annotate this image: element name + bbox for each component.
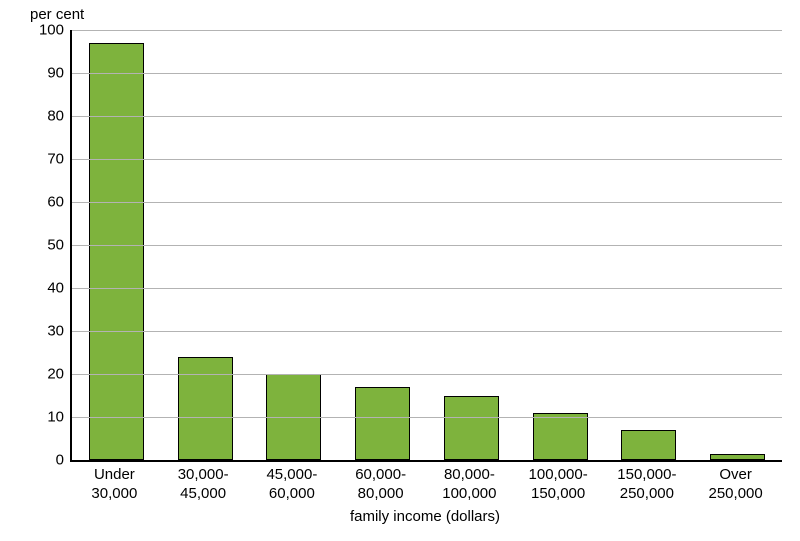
y-tick-label: 0 [4, 452, 64, 469]
y-tick-label: 40 [4, 280, 64, 297]
x-tick-label: Under 30,000 [70, 466, 159, 504]
y-tick-label: 30 [4, 323, 64, 340]
y-tick-label: 60 [4, 194, 64, 211]
x-tick-label: 30,000- 45,000 [159, 466, 248, 504]
x-tick-label: Over 250,000 [691, 466, 780, 504]
bar [621, 430, 676, 460]
plot-area [70, 30, 782, 462]
gridline [72, 417, 782, 418]
gridline [72, 202, 782, 203]
bar [533, 413, 588, 460]
x-tick-label: 100,000- 150,000 [514, 466, 603, 504]
y-tick-label: 80 [4, 108, 64, 125]
gridline [72, 331, 782, 332]
gridline [72, 159, 782, 160]
x-tick-label: 45,000- 60,000 [248, 466, 337, 504]
gridline [72, 288, 782, 289]
bar [89, 43, 144, 460]
bar [355, 387, 410, 460]
y-tick-label: 90 [4, 65, 64, 82]
y-tick-label: 20 [4, 366, 64, 383]
bar [178, 357, 233, 460]
bar [710, 454, 765, 460]
x-tick-label: 150,000- 250,000 [603, 466, 692, 504]
bar-chart: per cent family income (dollars) 0 10 20 30… [0, 0, 800, 541]
gridline [72, 116, 782, 117]
y-tick-label: 100 [4, 22, 64, 39]
gridline [72, 245, 782, 246]
gridline [72, 374, 782, 375]
gridline [72, 30, 782, 31]
x-axis-title: family income (dollars) [70, 508, 780, 525]
y-tick-label: 50 [4, 237, 64, 254]
x-tick-label: 60,000- 80,000 [336, 466, 425, 504]
y-axis-title: per cent [30, 6, 84, 23]
y-tick-label: 10 [4, 409, 64, 426]
gridline [72, 73, 782, 74]
x-tick-label: 80,000- 100,000 [425, 466, 514, 504]
y-tick-label: 70 [4, 151, 64, 168]
bar [444, 396, 499, 461]
